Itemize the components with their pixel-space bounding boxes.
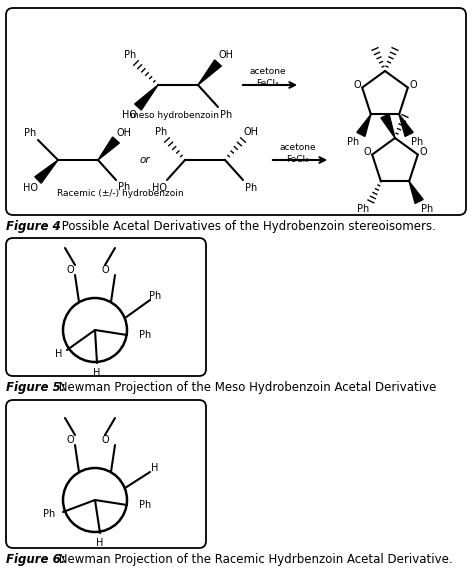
Circle shape [63,468,127,532]
FancyBboxPatch shape [6,400,206,548]
Text: Ph: Ph [139,330,151,340]
Text: Ph: Ph [245,183,257,193]
Text: Ph: Ph [149,291,161,301]
Text: Ph: Ph [124,50,136,60]
Text: OH: OH [219,50,234,60]
Text: H: H [93,368,100,378]
Text: Ph: Ph [139,500,151,510]
Polygon shape [98,137,119,160]
Text: Ph: Ph [347,138,359,148]
Text: Ph: Ph [43,509,55,519]
Text: Ph: Ph [421,205,433,214]
FancyBboxPatch shape [6,8,466,215]
Text: Newman Projection of the Meso Hydrobenzoin Acetal Derivative: Newman Projection of the Meso Hydrobenzo… [55,381,437,394]
Text: Ph: Ph [220,110,232,120]
Text: acetone: acetone [280,144,316,152]
Text: HO: HO [153,183,167,193]
Text: O: O [66,265,74,275]
Text: Figure 4: Figure 4 [6,220,61,233]
Text: H: H [151,463,159,473]
Circle shape [63,298,127,362]
Text: HO: HO [24,183,38,193]
Text: O: O [353,80,361,89]
Text: H: H [96,538,104,548]
Text: O: O [66,435,74,445]
Text: Figure 6:: Figure 6: [6,553,65,566]
Text: HO: HO [122,110,137,120]
Text: acetone: acetone [250,67,286,77]
Text: O: O [101,435,109,445]
Polygon shape [357,114,371,137]
Text: Ph: Ph [155,127,167,137]
Text: OH: OH [244,127,258,137]
Text: meso hydrobenzoin: meso hydrobenzoin [130,110,219,120]
Polygon shape [198,60,221,85]
Text: Ph: Ph [411,138,423,148]
Text: FeCl₃: FeCl₃ [256,80,279,88]
Text: O: O [419,146,427,157]
Text: Ph: Ph [24,128,36,138]
Text: Ph: Ph [357,205,369,214]
Text: O: O [364,146,371,157]
Text: Newman Projection of the Racemic Hydrbenzoin Acetal Derivative.: Newman Projection of the Racemic Hydrben… [55,553,453,566]
Polygon shape [35,160,58,183]
Text: FeCl₃: FeCl₃ [287,156,310,164]
Text: Figure 5:: Figure 5: [6,381,65,394]
Text: : Possible Acetal Derivatives of the Hydrobenzoin stereoisomers.: : Possible Acetal Derivatives of the Hyd… [54,220,436,233]
Text: O: O [409,80,417,89]
Polygon shape [135,85,158,110]
Text: Racemic (±/-) hydrobenzoin: Racemic (±/-) hydrobenzoin [57,188,183,198]
Text: OH: OH [117,128,131,138]
Text: O: O [101,265,109,275]
FancyBboxPatch shape [6,238,206,376]
Polygon shape [399,114,413,137]
Text: Ph: Ph [118,182,130,192]
Polygon shape [409,181,423,203]
Polygon shape [381,114,395,138]
Text: or: or [140,155,150,165]
Text: H: H [55,349,63,359]
